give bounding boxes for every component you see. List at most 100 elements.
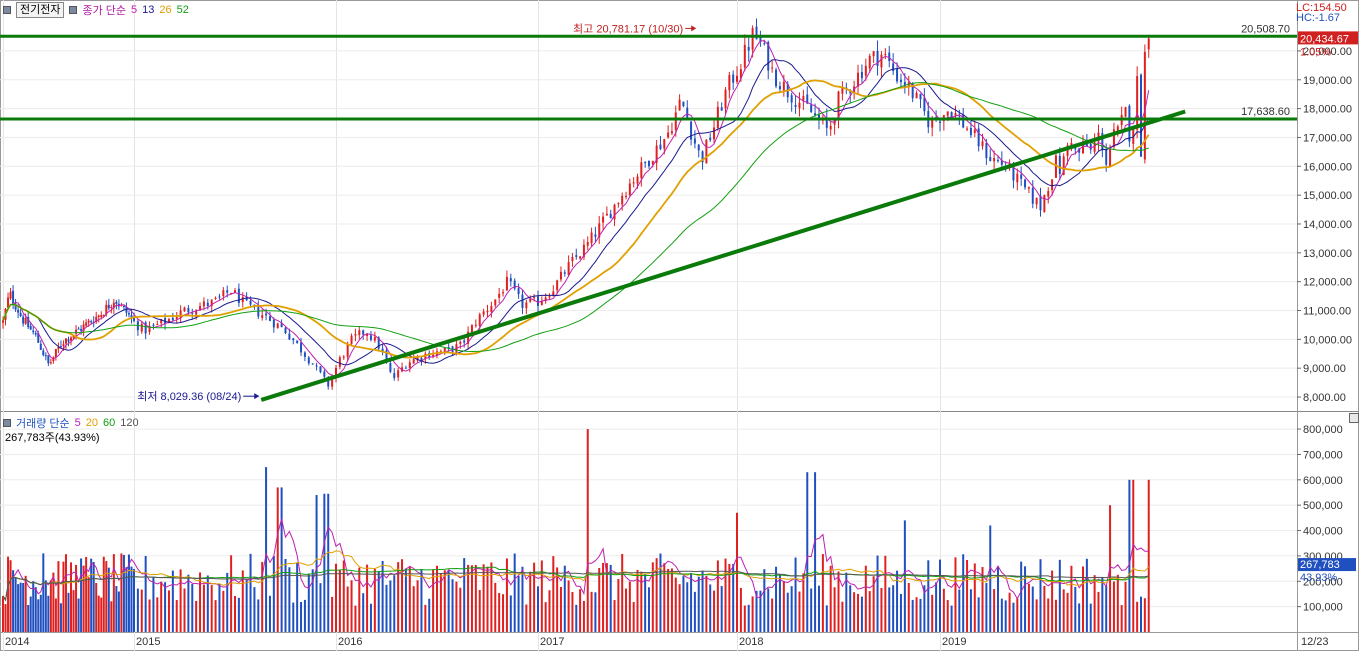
candle-body bbox=[133, 318, 135, 321]
candle-body bbox=[537, 296, 539, 306]
y-tick-label: 13,000.00 bbox=[1303, 248, 1352, 260]
volume-bar bbox=[42, 553, 45, 632]
candle-body bbox=[110, 306, 113, 308]
volume-bar bbox=[64, 554, 67, 632]
volume-bar bbox=[767, 588, 770, 632]
volume-bar bbox=[556, 567, 559, 632]
volume-bar bbox=[1112, 581, 1115, 632]
candle-body bbox=[1043, 194, 1046, 213]
volume-bar bbox=[655, 558, 658, 632]
x-tick-label: 2016 bbox=[338, 636, 362, 648]
candle-body bbox=[993, 158, 996, 162]
instrument-name[interactable]: 전기전자 bbox=[16, 2, 65, 18]
volume-bar bbox=[1058, 559, 1061, 632]
volume-bars-group bbox=[2, 429, 1150, 632]
candle-body bbox=[1024, 179, 1027, 188]
candle-body bbox=[191, 312, 194, 314]
candle-body bbox=[393, 373, 396, 379]
candle-body bbox=[636, 176, 639, 184]
volume-bar bbox=[14, 577, 17, 632]
volume-bar bbox=[296, 562, 299, 632]
volume-bar bbox=[755, 590, 758, 632]
volume-bar bbox=[397, 562, 400, 632]
volume-bar bbox=[517, 575, 520, 632]
candle-body bbox=[474, 324, 477, 326]
volume-bar bbox=[112, 554, 115, 632]
volume-bar bbox=[845, 572, 848, 632]
volume-bar bbox=[443, 570, 446, 632]
candle-body bbox=[327, 377, 330, 387]
volume-bar bbox=[709, 584, 712, 632]
candle-body bbox=[100, 315, 103, 318]
candle-body bbox=[996, 159, 999, 161]
volume-bar bbox=[1020, 561, 1023, 632]
volume-bar bbox=[331, 596, 334, 632]
volume-bar bbox=[498, 593, 501, 632]
volume-bar bbox=[701, 570, 704, 632]
candle-body bbox=[794, 104, 797, 107]
volume-bar bbox=[989, 525, 992, 632]
candle-body bbox=[412, 359, 415, 364]
candle-body bbox=[478, 314, 481, 326]
volume-bar bbox=[412, 586, 415, 632]
volume-bar bbox=[1097, 591, 1100, 632]
candle-body bbox=[1112, 129, 1115, 147]
candle-body bbox=[1140, 74, 1142, 157]
candle-body bbox=[335, 367, 337, 378]
candle-body bbox=[90, 321, 93, 323]
candle-body bbox=[989, 157, 992, 162]
volume-bar bbox=[575, 604, 578, 632]
candle-body bbox=[49, 362, 52, 364]
candle-body bbox=[1070, 143, 1073, 147]
volume-bar bbox=[80, 558, 83, 632]
candle-body bbox=[167, 319, 170, 323]
legend-toggle-icon[interactable] bbox=[3, 419, 11, 427]
candle-body bbox=[837, 91, 840, 120]
volume-bar bbox=[942, 588, 945, 632]
candle-body bbox=[404, 367, 407, 369]
volume-bar bbox=[896, 570, 899, 632]
candle-body bbox=[655, 145, 658, 163]
candle-body bbox=[22, 316, 25, 324]
candle-body bbox=[670, 131, 673, 134]
y-tick-label: 18,000.00 bbox=[1303, 104, 1352, 116]
candle-body bbox=[319, 366, 322, 373]
candle-body bbox=[525, 302, 528, 309]
candle-body bbox=[268, 316, 271, 321]
candle-body bbox=[513, 280, 516, 289]
candle-body bbox=[1054, 155, 1057, 178]
legend-toggle-icon[interactable] bbox=[69, 6, 78, 14]
candle-body bbox=[202, 301, 205, 307]
volume-bar bbox=[602, 562, 605, 632]
candle-body bbox=[1058, 155, 1061, 174]
volume-bar bbox=[915, 597, 918, 632]
candle-body bbox=[775, 69, 778, 87]
volume-summary: 267,783주(43.93%) bbox=[5, 432, 100, 444]
volume-legend: 거래량 단순 5 20 60 120 bbox=[3, 415, 139, 431]
volume-bar bbox=[636, 569, 639, 632]
candle-body bbox=[105, 304, 108, 315]
candle-body bbox=[408, 362, 411, 369]
panel-close-icon[interactable] bbox=[1349, 413, 1359, 423]
volume-bar bbox=[544, 602, 547, 632]
volume-bar bbox=[280, 487, 283, 632]
candle-body bbox=[864, 65, 867, 76]
volume-bar bbox=[903, 520, 906, 632]
volume-bar bbox=[693, 591, 696, 632]
candle-body bbox=[915, 92, 918, 99]
volume-y-tick-label: 100,000 bbox=[1303, 602, 1343, 614]
volume-bar bbox=[962, 554, 965, 632]
legend-toggle-icon[interactable] bbox=[3, 6, 11, 14]
volume-bar bbox=[747, 604, 750, 632]
candle-body bbox=[724, 89, 727, 109]
volume-bar bbox=[853, 592, 856, 632]
x-tick-label: 2015 bbox=[136, 636, 160, 648]
volume-bar bbox=[327, 493, 330, 632]
y-tick-label: 20,000.00 bbox=[1303, 46, 1352, 58]
volume-bar bbox=[705, 575, 708, 632]
volume-bar bbox=[884, 555, 887, 632]
candle-body bbox=[249, 300, 252, 305]
volume-bar bbox=[1105, 585, 1108, 632]
volume-bar bbox=[87, 577, 90, 632]
volume-bar bbox=[697, 576, 700, 632]
